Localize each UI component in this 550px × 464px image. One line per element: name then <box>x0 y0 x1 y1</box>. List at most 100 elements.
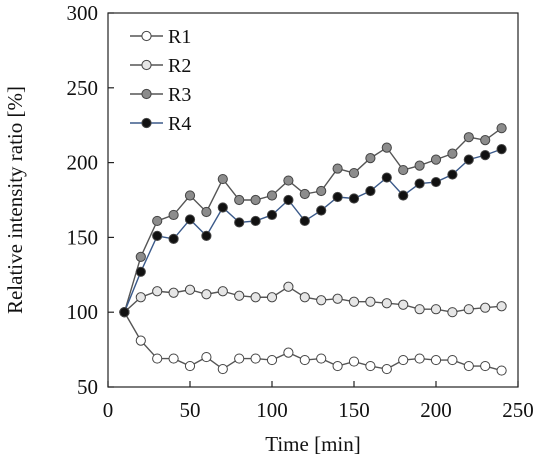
legend-label-r2: R2 <box>168 55 191 77</box>
data-point-r2 <box>381 298 392 309</box>
y-tick-label: 250 <box>67 76 99 100</box>
y-tick-label: 100 <box>67 300 99 324</box>
data-point-r2 <box>332 293 343 304</box>
data-point-r4 <box>250 215 261 227</box>
legend-item-r4: R4 <box>130 113 191 135</box>
data-point-r3 <box>266 190 278 201</box>
data-point-r4 <box>447 169 458 180</box>
data-point-r4 <box>398 190 409 201</box>
data-point-r1 <box>283 347 294 358</box>
data-point-r1 <box>398 354 409 366</box>
data-point-r4 <box>135 266 146 277</box>
legend-label-r3: R3 <box>168 84 191 106</box>
data-point-r2 <box>430 304 442 315</box>
data-point-r1 <box>381 363 392 375</box>
data-point-r2 <box>414 304 425 315</box>
x-tick-label: 150 <box>338 398 370 422</box>
data-point-r3 <box>365 153 376 164</box>
legend-label-r1: R1 <box>168 26 191 48</box>
legend-marker-r4 <box>141 117 152 129</box>
series-r2 <box>119 281 507 318</box>
data-point-r2 <box>168 287 179 298</box>
data-point-r1 <box>250 353 261 364</box>
plot-area <box>107 12 519 388</box>
series-layer <box>119 123 507 376</box>
x-tick-label: 100 <box>256 398 288 422</box>
data-point-r3 <box>152 215 163 227</box>
data-point-r4 <box>480 150 491 161</box>
x-axis-title: Time [min] <box>265 432 360 456</box>
data-point-r4 <box>217 202 228 213</box>
data-point-r1 <box>463 360 474 372</box>
data-point-r3 <box>283 175 294 186</box>
data-point-r1 <box>480 360 491 372</box>
y-tick-label: 200 <box>67 151 99 175</box>
data-point-r2 <box>348 296 360 307</box>
data-point-r2 <box>365 296 376 307</box>
data-point-r4 <box>496 144 507 155</box>
data-point-r4 <box>201 230 212 242</box>
data-point-r2 <box>234 290 245 301</box>
data-point-r3 <box>430 154 442 165</box>
y-axis-title: Relative intensity ratio [%] <box>3 86 27 314</box>
data-point-r4 <box>152 230 163 242</box>
data-point-r2 <box>463 304 474 315</box>
legend: R1 R2 R3 R4 <box>130 26 191 135</box>
y-axis: 50 100 150 200 250 300 <box>67 1 114 399</box>
x-axis: 0 50 100 150 200 250 <box>103 381 534 422</box>
series-r4 <box>119 144 507 318</box>
data-point-r2 <box>316 295 327 306</box>
data-point-r2 <box>398 299 409 310</box>
data-point-r4 <box>266 209 278 221</box>
data-point-r3 <box>135 251 146 262</box>
data-point-r4 <box>332 191 343 203</box>
legend-item-r3: R3 <box>130 84 191 106</box>
data-point-r4 <box>381 172 392 183</box>
data-point-r2 <box>184 284 196 295</box>
y-tick-label: 300 <box>67 1 99 25</box>
x-tick-label: 0 <box>103 398 114 422</box>
legend-marker-r3 <box>141 88 152 100</box>
data-point-r1 <box>152 353 163 364</box>
data-point-r3 <box>398 164 409 176</box>
data-point-r2 <box>496 301 507 312</box>
x-tick-label: 200 <box>420 398 452 422</box>
data-point-r3 <box>480 135 491 146</box>
data-point-r2 <box>480 302 491 313</box>
data-point-r1 <box>299 354 310 366</box>
y-tick-label: 150 <box>67 225 99 249</box>
legend-marker-r2 <box>141 59 152 71</box>
data-point-r2 <box>447 307 458 318</box>
data-point-r1 <box>496 365 507 376</box>
data-point-r1 <box>447 354 458 366</box>
data-point-r1 <box>266 354 278 366</box>
legend-marker-r1 <box>141 30 152 42</box>
data-point-r2 <box>299 292 310 303</box>
data-point-r1 <box>217 363 228 375</box>
data-point-r3 <box>414 160 425 171</box>
data-point-r1 <box>414 353 425 364</box>
data-point-r4 <box>283 194 294 206</box>
data-point-r4 <box>119 307 130 318</box>
data-point-r1 <box>332 360 343 372</box>
y-tick-label: 50 <box>77 375 98 399</box>
data-point-r4 <box>348 193 360 204</box>
data-point-r3 <box>184 190 196 201</box>
data-point-r3 <box>332 163 343 174</box>
data-point-r3 <box>217 173 228 185</box>
data-point-r3 <box>299 188 310 200</box>
data-point-r2 <box>201 289 212 300</box>
legend-item-r2: R2 <box>130 55 191 77</box>
data-point-r2 <box>250 292 261 303</box>
data-point-r1 <box>365 360 376 372</box>
data-point-r2 <box>135 292 146 303</box>
data-point-r3 <box>316 185 327 197</box>
data-point-r4 <box>414 178 425 189</box>
data-point-r1 <box>184 360 196 372</box>
data-point-r3 <box>168 209 179 221</box>
data-point-r1 <box>430 354 442 366</box>
data-point-r3 <box>250 194 261 206</box>
data-point-r4 <box>299 215 310 227</box>
data-point-r2 <box>152 286 163 297</box>
